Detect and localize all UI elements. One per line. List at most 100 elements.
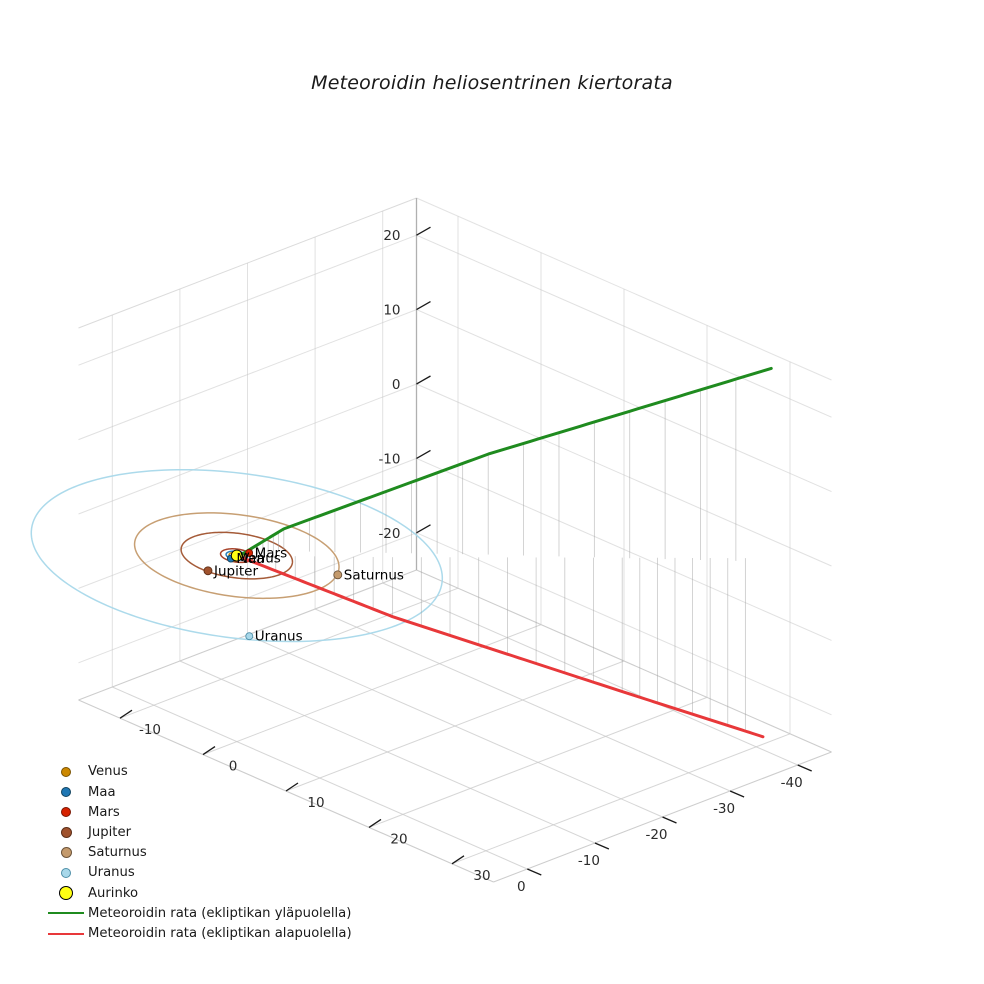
x-tick-mark (594, 842, 610, 850)
y-tick-mark (285, 782, 299, 792)
x-tick-label: -10 (578, 853, 600, 869)
x-tick-label: -40 (781, 775, 803, 791)
y-tick-mark (368, 818, 382, 828)
legend-item[interactable]: Uranus (44, 863, 374, 883)
legend-marker-icon (61, 868, 71, 879)
z-tick-label: -10 (378, 451, 400, 467)
wall-grid-line (78, 383, 417, 515)
body-label-mars: Mars (255, 545, 288, 561)
floor-grid-line (368, 696, 708, 828)
legend-marker-key (44, 767, 88, 778)
z-tick-mark (416, 301, 431, 311)
chart-legend: Venus Maa Mars Jupiter Saturnus Uranus Aurinko… (44, 762, 374, 944)
wall-grid-line (416, 532, 832, 716)
legend-marker-icon (59, 886, 73, 901)
legend-marker-key (44, 847, 88, 859)
legend-marker-key (44, 807, 88, 818)
trajectory-below-ecliptic (235, 554, 765, 739)
wall-edge (416, 197, 832, 381)
y-tick-label: 30 (473, 868, 490, 884)
body-marker-jupiter[interactable] (203, 566, 213, 576)
legend-item[interactable]: Venus (44, 762, 374, 782)
z-tick-mark (416, 226, 431, 236)
z-tick-label: 20 (383, 228, 400, 244)
legend-line-icon (48, 932, 84, 935)
wall-edge (78, 197, 417, 329)
page-title: Meteoroidin heliosentrinen kiertorata (311, 72, 673, 94)
legend-item[interactable]: Mars (44, 802, 374, 822)
wall-grid-line (416, 309, 832, 493)
body-label-venus: Venus (240, 550, 281, 566)
axes-grid-lines (78, 197, 832, 883)
z-tick-label: 0 (392, 377, 401, 393)
legend-marker-key (44, 886, 88, 901)
y-tick-mark (202, 746, 216, 756)
legend-item-label: Jupiter (88, 825, 131, 841)
x-tick-label: 0 (517, 879, 526, 895)
legend-marker-icon (60, 847, 72, 859)
y-tick-label: 20 (390, 831, 407, 847)
legend-item[interactable]: Meteoroidin rata (ekliptikan alapuolella… (44, 924, 374, 944)
y-tick-label: 0 (229, 759, 238, 775)
body-marker-saturnus[interactable] (333, 570, 343, 580)
legend-item-label: Venus (88, 764, 128, 780)
legend-marker-icon (60, 827, 72, 839)
x-tick-mark (729, 790, 745, 798)
legend-item-label: Meteoroidin rata (ekliptikan yläpuolella… (88, 905, 352, 921)
wall-grid-line (78, 457, 417, 589)
legend-item-label: Aurinko (88, 885, 139, 901)
legend-line-key (44, 932, 88, 935)
legend-item-label: Maa (88, 784, 116, 800)
legend-line-icon (48, 912, 84, 915)
wall-grid-line (416, 383, 832, 567)
legend-marker-icon (61, 767, 71, 778)
legend-marker-icon (61, 807, 71, 818)
wall-grid-line (78, 309, 417, 441)
body-marker-mars[interactable] (245, 548, 254, 557)
z-tick-label: 10 (383, 303, 400, 319)
body-marker-aurinko[interactable] (230, 549, 243, 562)
legend-item[interactable]: Maa (44, 782, 374, 802)
legend-item-label: Meteoroidin rata (ekliptikan alapuolella… (88, 925, 352, 941)
body-marker-uranus[interactable] (245, 632, 254, 641)
orbit-jupiter (180, 531, 294, 580)
body-label-maa: Maa (236, 551, 264, 567)
legend-item-label: Saturnus (88, 845, 147, 861)
wall-grid-line (416, 234, 832, 418)
z-tick-mark (416, 449, 431, 459)
legend-item[interactable]: Jupiter (44, 823, 374, 843)
trajectory-above-ecliptic (240, 366, 773, 556)
legend-marker-key (44, 868, 88, 879)
legend-item[interactable]: Meteoroidin rata (ekliptikan yläpuolella… (44, 903, 374, 923)
floor-grid-line (451, 733, 791, 865)
legend-item[interactable]: Aurinko (44, 883, 374, 903)
y-tick-label: 10 (307, 795, 324, 811)
legend-marker-key (44, 787, 88, 798)
x-tick-label: -30 (713, 801, 735, 817)
z-tick-mark (416, 524, 431, 534)
x-tick-mark (797, 764, 812, 772)
orbit-uranus (30, 468, 444, 643)
wall-grid-line (416, 457, 832, 641)
wall-grid-line (78, 234, 417, 366)
x-tick-mark (527, 868, 542, 876)
legend-item-label: Uranus (88, 865, 135, 881)
floor-grid-line (119, 587, 459, 719)
x-tick-label: -20 (645, 827, 667, 843)
x-tick-mark (662, 816, 677, 824)
z-tick-label: -20 (378, 526, 400, 542)
meteoroid-trajectory (235, 366, 773, 739)
body-label-jupiter: Jupiter (213, 563, 258, 579)
y-tick-mark (451, 855, 465, 865)
body-label-saturnus: Saturnus (344, 567, 404, 583)
floor-grid-line (202, 624, 542, 756)
y-tick-mark (119, 709, 133, 719)
legend-item[interactable]: Saturnus (44, 843, 374, 863)
z-tick-mark (416, 375, 431, 385)
floor-grid-line (285, 660, 625, 792)
celestial-body-markers (203, 548, 343, 641)
body-label-uranus: Uranus (255, 629, 303, 645)
legend-marker-key (44, 827, 88, 839)
